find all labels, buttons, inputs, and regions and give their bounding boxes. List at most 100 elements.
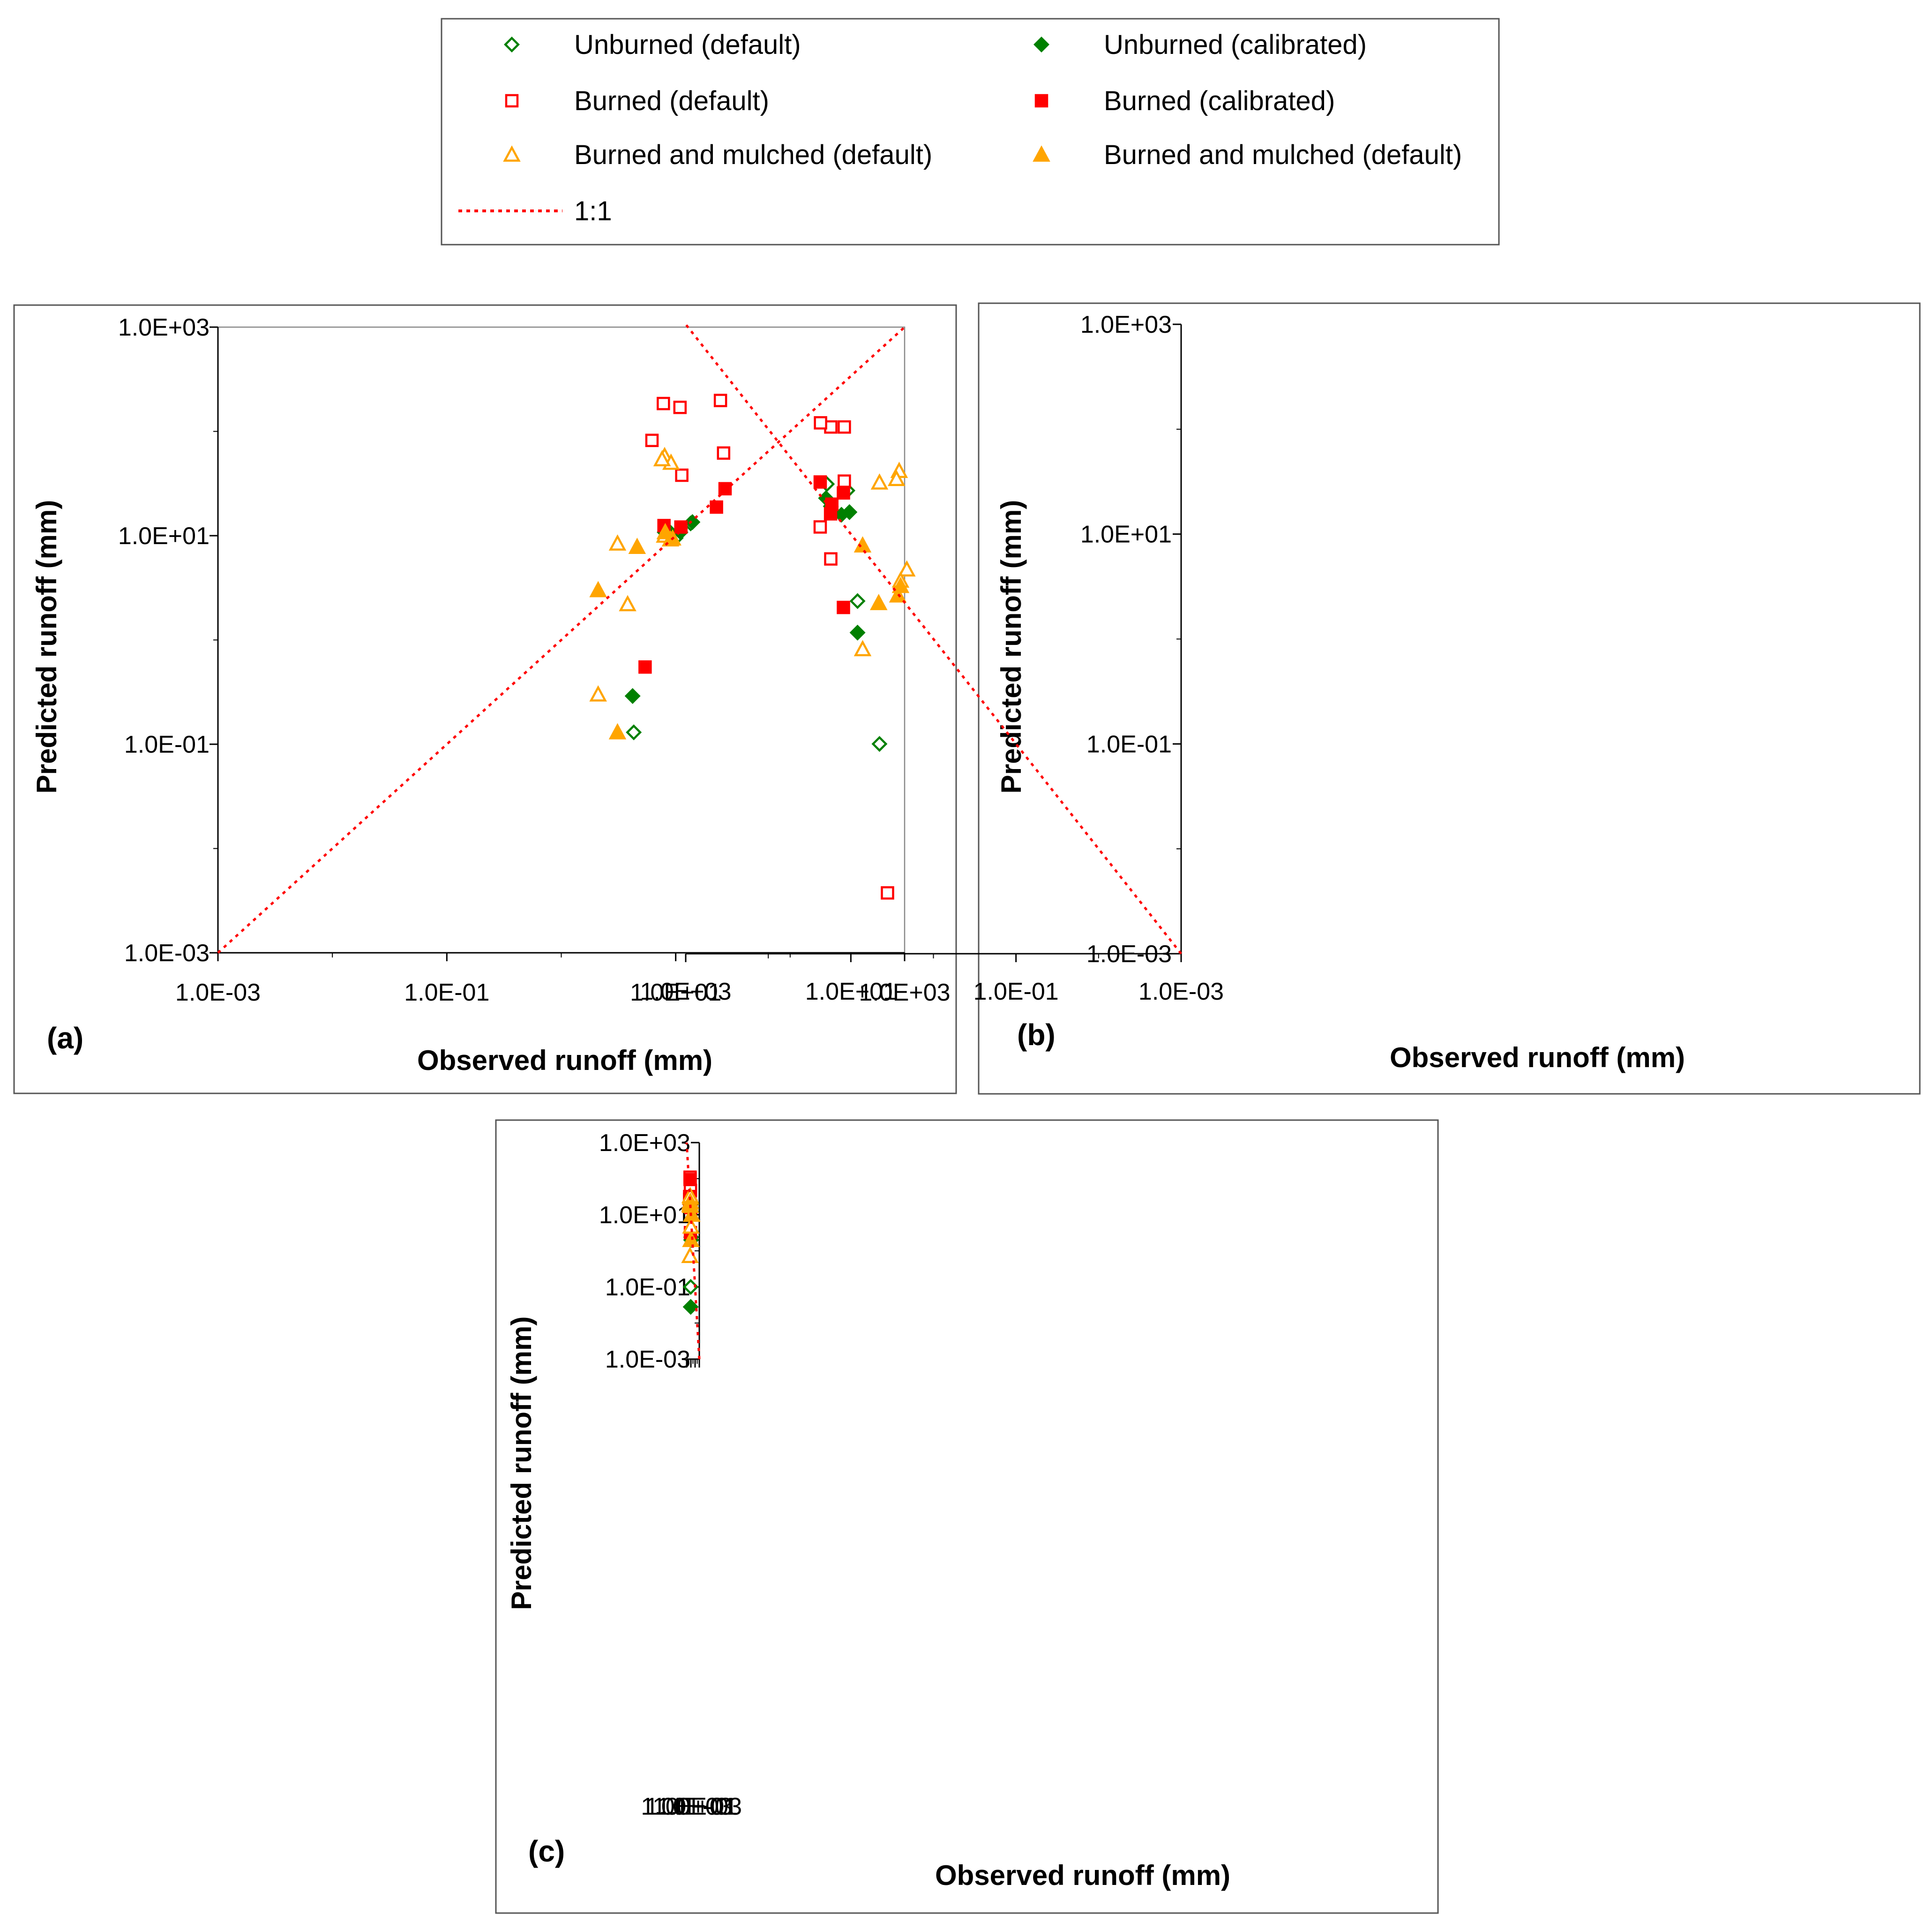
- x-tick-label: 1.0E-03: [1138, 978, 1224, 1005]
- y-tick-label: 1.0E+01: [599, 1202, 690, 1229]
- data-point: [628, 538, 646, 554]
- data-point: [887, 470, 906, 486]
- one-to-one-line: [217, 326, 906, 954]
- series-one_to_one: [217, 326, 906, 954]
- legend-item-unburned_calibrated: Unburned (calibrated): [1033, 30, 1367, 60]
- legend-label: Burned (calibrated): [1104, 86, 1335, 116]
- data-point: [849, 593, 866, 609]
- series-burned_default: [813, 416, 894, 900]
- data-point: [682, 1231, 700, 1247]
- data-point: [838, 420, 851, 434]
- one-to-one-line: [685, 323, 1182, 955]
- legend: Unburned (default) Unburned (calibrated) B…: [441, 18, 1500, 246]
- legend-marker-burned_default: [505, 94, 519, 108]
- data-point: [624, 688, 641, 704]
- legend-marker-burned_calibrated: [1034, 94, 1048, 108]
- legend-item-mulched_calibrated: Burned and mulched (default): [1033, 140, 1462, 170]
- x-tick-label: 1.0E-01: [652, 1793, 738, 1820]
- data-point: [656, 523, 674, 539]
- legend-box: [441, 18, 1500, 246]
- series-mulched_calibrated: [589, 523, 681, 740]
- data-point: [837, 486, 850, 500]
- y-axis-title: Predicted runoff (mm): [996, 500, 1027, 794]
- data-point: [718, 482, 732, 496]
- x-tick-label: 1.0E-01: [404, 979, 489, 1006]
- x-tick-label: 1.0E+03: [859, 979, 950, 1006]
- chart-panel-b: 1.0E-031.0E-031.0E-011.0E-011.0E+011.0E+…: [640, 302, 1921, 1095]
- legend-item-unburned_default: Unburned (default): [504, 30, 801, 60]
- y-tick-label: 1.0E+03: [118, 314, 210, 341]
- data-point: [898, 560, 916, 577]
- y-axis-title: Predicted runoff (mm): [31, 500, 62, 794]
- series-one_to_one: [685, 323, 1182, 955]
- data-point: [813, 475, 827, 489]
- x-tick-label: 1.0E+03: [640, 978, 731, 1005]
- x-axis-title: Observed runoff (mm): [935, 1860, 1230, 1891]
- legend-marker-mulched_calibrated: [1033, 145, 1050, 162]
- data-point: [589, 685, 607, 702]
- data-point: [713, 394, 727, 407]
- y-tick-label: 1.0E-01: [1086, 731, 1172, 758]
- chart-panel-c: 1.0E-031.0E-031.0E-011.0E-011.0E+011.0E+…: [495, 1119, 1439, 1914]
- x-tick-label: 1.0E+03: [641, 1793, 732, 1820]
- data-point: [681, 1195, 699, 1212]
- legend-marker-unburned_calibrated: [1033, 37, 1049, 52]
- data-point: [589, 581, 607, 598]
- x-tick-label: 1.0E+01: [805, 978, 897, 1005]
- data-point: [854, 640, 872, 657]
- y-tick-label: 1.0E+03: [599, 1129, 690, 1157]
- legend-item-burned_calibrated: Burned (calibrated): [1034, 86, 1335, 116]
- panel-label: (c): [528, 1834, 565, 1868]
- data-point: [881, 886, 894, 900]
- data-point: [608, 534, 627, 551]
- x-tick-label: 1.0E-01: [973, 978, 1059, 1005]
- panel-frame: [495, 1119, 1439, 1914]
- data-point: [682, 1299, 699, 1315]
- data-point: [710, 500, 723, 514]
- y-tick-label: 1.0E-01: [124, 731, 210, 758]
- y-tick-label: 1.0E-03: [124, 940, 210, 967]
- series-burned_calibrated: [813, 475, 850, 614]
- data-point: [814, 416, 827, 430]
- legend-item-mulched_default: Burned and mulched (default): [503, 140, 932, 170]
- y-tick-label: 1.0E+01: [118, 523, 210, 550]
- legend-label: Burned (default): [574, 86, 769, 116]
- data-point: [837, 600, 850, 614]
- data-point: [849, 624, 866, 641]
- data-point: [675, 468, 689, 482]
- data-point: [870, 473, 889, 490]
- data-point: [657, 396, 670, 411]
- x-tick-label: 1.0E+01: [630, 979, 721, 1006]
- panel-frame: [13, 304, 957, 1094]
- chart-panel-a: 1.0E-031.0E-031.0E-011.0E-011.0E+011.0E+…: [13, 304, 957, 1094]
- legend-item-one_to_one: 1:1: [458, 196, 612, 226]
- panel-label: (a): [47, 1021, 83, 1055]
- legend-label: Burned and mulched (default): [1104, 140, 1462, 170]
- legend-label: 1:1: [574, 196, 612, 226]
- legend-label: Burned and mulched (default): [574, 140, 932, 170]
- data-point: [673, 400, 687, 414]
- series-burned_default: [645, 394, 731, 482]
- x-axis-title: Observed runoff (mm): [417, 1045, 712, 1076]
- data-point: [608, 723, 627, 740]
- data-point: [645, 434, 659, 447]
- data-point: [638, 660, 652, 674]
- data-point: [813, 520, 827, 534]
- y-tick-label: 1.0E-03: [1086, 941, 1172, 968]
- legend-label: Unburned (default): [574, 30, 801, 60]
- y-tick-label: 1.0E+03: [1080, 311, 1172, 338]
- data-point: [871, 736, 888, 752]
- y-tick-label: 1.0E-01: [605, 1274, 690, 1301]
- data-point: [824, 552, 838, 566]
- panel-label: (b): [1017, 1018, 1056, 1052]
- x-tick-label: 1.0E+01: [645, 1793, 736, 1820]
- legend-marker-unburned_default: [504, 37, 520, 52]
- data-point: [717, 446, 731, 460]
- data-point: [869, 594, 888, 610]
- x-axis-title: Observed runoff (mm): [1390, 1042, 1685, 1073]
- x-tick-label: 1.0E-03: [657, 1793, 742, 1820]
- data-point: [626, 724, 642, 740]
- legend-marker-mulched_default: [503, 145, 521, 162]
- x-tick-label: 1.0E-03: [175, 979, 261, 1006]
